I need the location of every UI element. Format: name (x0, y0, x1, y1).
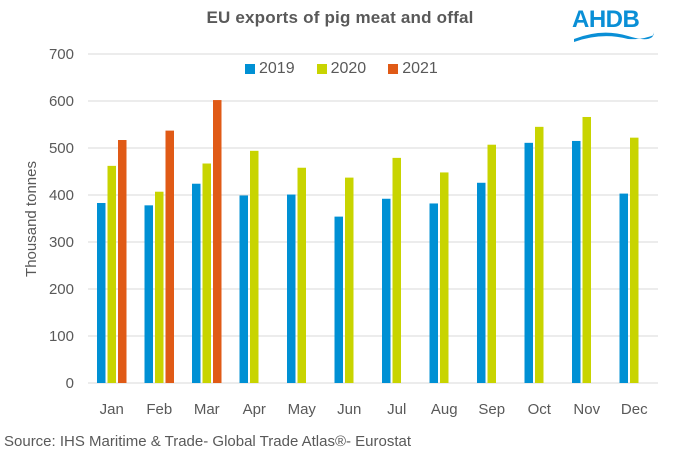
y-tick-label: 0 (66, 375, 74, 392)
bar-2020-oct (535, 126, 544, 383)
y-tick-label: 500 (49, 140, 74, 157)
logo-text: AHDB (572, 6, 640, 33)
logo-wave-icon (574, 32, 654, 42)
source-note: Source: IHS Maritime & Trade- Global Tra… (4, 433, 412, 450)
x-tick-label: Mar (194, 401, 220, 418)
bar-2019-dec (619, 193, 628, 383)
bar-2020-feb (155, 191, 164, 383)
legend-item-2021: 2021 (388, 60, 438, 78)
bar-2020-apr (250, 150, 259, 383)
x-tick-label: Dec (621, 401, 648, 418)
bar-2019-jul (382, 198, 391, 383)
legend-label-2020: 2020 (330, 60, 367, 77)
y-tick-label: 700 (49, 46, 74, 63)
legend-item-2019: 2019 (245, 60, 295, 78)
y-tick-label: 300 (49, 234, 74, 251)
chart-legend: 2019 2020 2021 (245, 60, 438, 78)
x-tick-label: May (288, 401, 317, 418)
bar-2019-feb (144, 205, 153, 383)
gridlines (88, 53, 658, 384)
x-axis-ticks: Jan Feb Mar Apr May Jun Jul Aug Sep Oct Nov Dec (100, 401, 648, 418)
legend-swatch-2019 (245, 64, 255, 74)
x-tick-label: Feb (146, 401, 172, 418)
legend-label-2019: 2019 (259, 60, 295, 77)
y-axis-label: Thousand tonnes (23, 161, 40, 277)
bar-2019-may (287, 194, 296, 383)
ahdb-logo: AHDB (572, 6, 656, 46)
y-tick-label: 600 (49, 93, 74, 110)
bar-2019-nov (572, 140, 581, 383)
bar-2020-jul (392, 157, 401, 383)
bar-2019-jan (97, 202, 106, 383)
bar-2019-aug (429, 203, 438, 383)
legend-item-2020: 2020 (316, 60, 367, 78)
bar-2019-oct (524, 142, 533, 383)
chart-title: EU exports of pig meat and offal (206, 8, 474, 27)
legend-swatch-2021 (388, 64, 399, 74)
x-tick-label: Apr (243, 401, 266, 418)
bar-2020-sep (487, 144, 496, 383)
bars (97, 100, 639, 383)
bar-2020-mar (202, 163, 211, 383)
legend-label-2021: 2021 (402, 60, 438, 77)
bar-2020-dec (630, 137, 639, 383)
x-tick-label: Sep (478, 401, 505, 418)
bar-2019-mar (192, 183, 201, 383)
x-tick-label: Aug (431, 401, 458, 418)
bar-2021-jan (118, 140, 127, 383)
bar-2020-aug (440, 172, 449, 383)
bar-2020-jun (345, 177, 354, 383)
bar-2021-feb (165, 130, 174, 383)
bar-2019-sep (477, 182, 486, 383)
bar-2019-jun (334, 216, 343, 383)
bar-2020-may (297, 167, 306, 383)
y-tick-label: 100 (49, 328, 74, 345)
x-tick-label: Jan (100, 401, 124, 418)
x-tick-label: Jul (387, 401, 406, 418)
x-tick-label: Oct (528, 401, 552, 418)
x-tick-label: Nov (573, 401, 600, 418)
y-tick-label: 200 (49, 281, 74, 298)
x-tick-label: Jun (337, 401, 361, 418)
legend-swatch-2020 (316, 64, 327, 74)
bar-2021-mar (213, 100, 222, 383)
y-tick-label: 400 (49, 187, 74, 204)
y-axis-ticks: 0 100 200 300 400 500 600 700 (49, 46, 74, 392)
bar-2019-apr (239, 195, 248, 383)
bar-2020-jan (107, 165, 116, 383)
bar-2020-nov (582, 116, 591, 383)
